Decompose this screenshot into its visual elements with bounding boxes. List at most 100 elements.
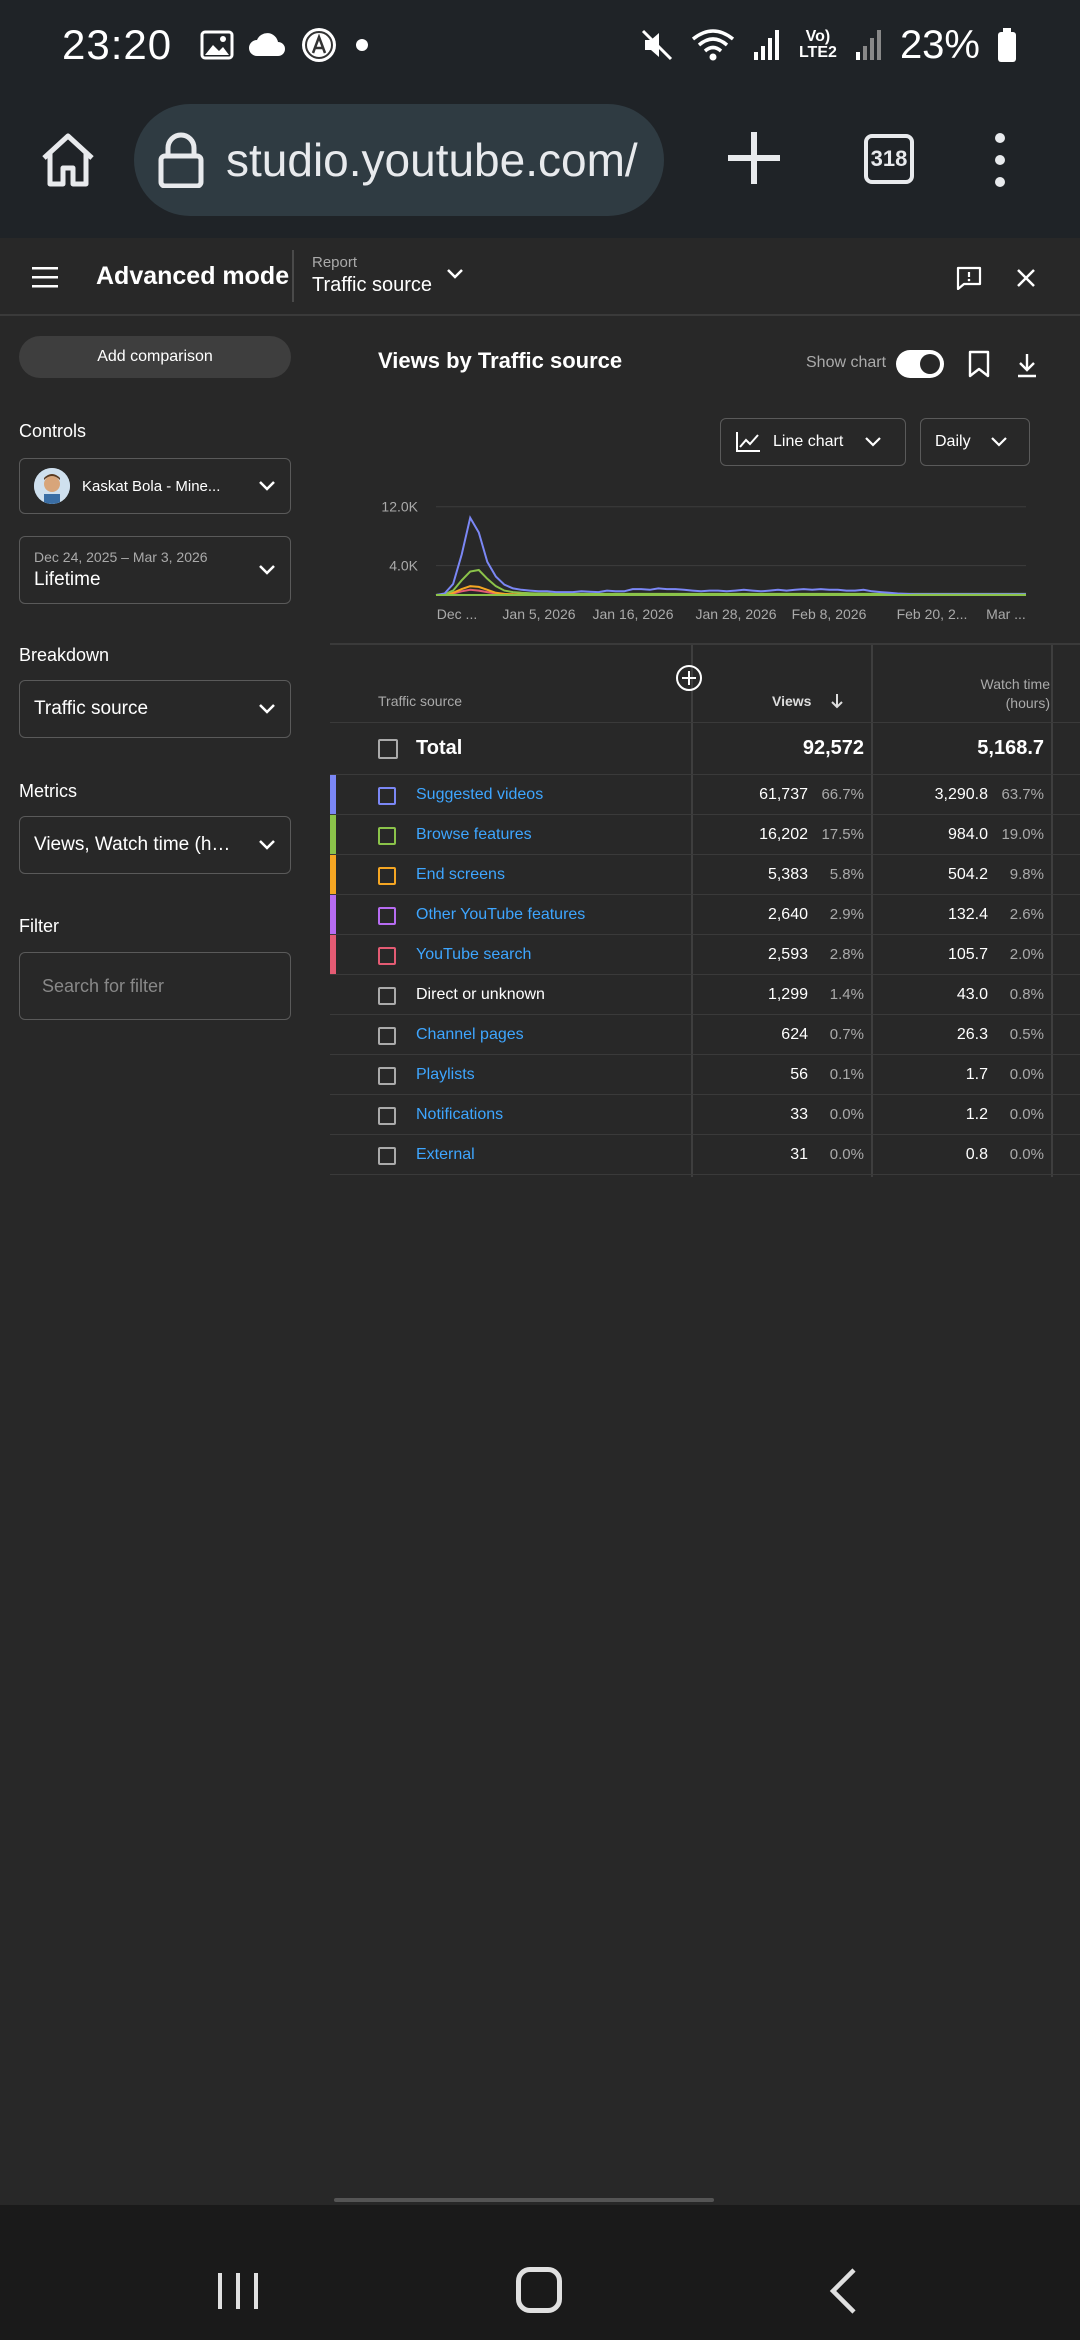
chevron-down-icon: [990, 437, 1007, 447]
row-watch-time: 105.7: [947, 946, 988, 963]
hamburger-menu-icon[interactable]: [32, 266, 58, 288]
row-checkbox[interactable]: [378, 1107, 396, 1125]
row-watch-percent: 0.8%: [1009, 986, 1044, 1003]
recent-apps-icon[interactable]: [216, 2271, 260, 2311]
series-color-bar: [330, 1015, 336, 1054]
row-name[interactable]: End screens: [416, 866, 505, 883]
battery-percent: 23%: [899, 22, 980, 67]
filter-search-input[interactable]: Search for filter: [19, 952, 291, 1020]
col-header-traffic-source[interactable]: Traffic source: [378, 693, 463, 709]
header-divider: [292, 250, 294, 302]
y-tick-label: 12.0K: [381, 499, 418, 515]
row-name[interactable]: Channel pages: [416, 1026, 524, 1043]
x-tick-label: Jan 28, 2026: [696, 606, 777, 622]
back-icon[interactable]: [828, 2267, 858, 2315]
date-range-selector[interactable]: Dec 24, 2025 – Mar 3, 2026 Lifetime: [19, 536, 291, 604]
date-range: Dec 24, 2025 – Mar 3, 2026: [34, 549, 208, 565]
row-checkbox[interactable]: [378, 827, 396, 845]
bookmark-icon[interactable]: [968, 350, 990, 378]
row-watch-time: 5,168.7: [977, 737, 1044, 759]
row-watch-time: 0.8: [965, 1146, 988, 1163]
row-name[interactable]: Browse features: [416, 826, 532, 843]
page-title: Advanced mode: [96, 262, 290, 290]
row-name[interactable]: External: [416, 1146, 475, 1163]
table-row: External 31 0.0% 0.8 0.0%: [330, 1135, 1080, 1175]
download-icon[interactable]: [1016, 352, 1038, 378]
series-color-bar: [330, 895, 336, 934]
row-checkbox[interactable]: [378, 1027, 396, 1045]
row-checkbox[interactable]: [378, 1147, 396, 1165]
row-name: Direct or unknown: [416, 986, 545, 1003]
show-chart-toggle[interactable]: [896, 350, 944, 378]
chevron-down-icon[interactable]: [446, 268, 464, 280]
row-name: Total: [416, 737, 463, 759]
new-tab-icon[interactable]: [724, 128, 784, 188]
table-row: YouTube search 2,593 2.8% 105.7 2.0%: [330, 935, 1080, 975]
row-checkbox[interactable]: [378, 987, 396, 1005]
metrics-value: Views, Watch time (ho...: [34, 834, 234, 855]
show-chart-label: Show chart: [806, 354, 887, 371]
row-checkbox[interactable]: [378, 907, 396, 925]
row-views: 56: [790, 1066, 808, 1083]
row-name[interactable]: Other YouTube features: [416, 906, 586, 923]
home-button[interactable]: [516, 2267, 562, 2313]
feedback-icon[interactable]: [956, 266, 982, 290]
home-icon[interactable]: [36, 128, 100, 192]
breakdown-selector[interactable]: Traffic source: [19, 680, 291, 738]
column-divider: [1051, 645, 1053, 1177]
series-color-bar: [330, 1135, 336, 1174]
row-checkbox[interactable]: [378, 947, 396, 965]
row-views: 16,202: [759, 826, 808, 843]
row-checkbox[interactable]: [378, 739, 398, 759]
x-tick-label: Feb 20, 2...: [897, 606, 968, 622]
table-row: Playlists 56 0.1% 1.7 0.0%: [330, 1055, 1080, 1095]
row-watch-time: 132.4: [947, 906, 988, 923]
col-header-views[interactable]: Views: [772, 693, 812, 709]
row-name[interactable]: YouTube search: [416, 946, 532, 963]
row-views: 1,299: [767, 986, 808, 1003]
chart-type-label: Line chart: [773, 433, 844, 450]
row-checkbox[interactable]: [378, 1067, 396, 1085]
app-notification-icon: [300, 26, 338, 64]
row-watch-percent: 9.8%: [1009, 866, 1044, 883]
row-name[interactable]: Suggested videos: [416, 786, 544, 803]
metrics-title: Metrics: [19, 781, 77, 801]
row-watch-time: 504.2: [947, 866, 988, 883]
column-divider: [691, 645, 693, 1177]
chevron-down-icon: [259, 704, 275, 714]
row-views-percent: 17.5%: [821, 826, 864, 843]
tab-switcher-button[interactable]: 318: [864, 134, 914, 184]
metrics-selector[interactable]: Views, Watch time (ho...: [19, 816, 291, 874]
controls-title: Controls: [19, 421, 87, 441]
row-views-percent: 2.8%: [829, 946, 864, 963]
row-checkbox[interactable]: [378, 867, 396, 885]
channel-selector[interactable]: Kaskat Bola - Mine...: [19, 458, 291, 514]
add-comparison-button[interactable]: Add comparison: [19, 336, 291, 378]
series-line-suggested-videos: [435, 515, 1026, 596]
arrow-down-icon[interactable]: [830, 693, 844, 709]
granularity-label: Daily: [935, 433, 971, 450]
table-header: Traffic source Views Watch time (hours): [330, 645, 1080, 723]
row-name[interactable]: Notifications: [416, 1106, 504, 1123]
more-vert-icon[interactable]: [990, 132, 1010, 188]
add-column-icon[interactable]: [676, 665, 702, 691]
report-selector[interactable]: Traffic source: [312, 274, 433, 296]
close-icon[interactable]: [1016, 268, 1036, 288]
col-header-watch-time[interactable]: Watch time (hours): [980, 676, 1051, 711]
row-watch-time: 26.3: [956, 1026, 988, 1043]
row-checkbox[interactable]: [378, 787, 396, 805]
row-name[interactable]: Playlists: [416, 1066, 475, 1083]
table-row: End screens 5,383 5.8% 504.2 9.8%: [330, 855, 1080, 895]
dot-icon: [352, 35, 372, 55]
row-views: 2,640: [767, 906, 808, 923]
date-preset: Lifetime: [34, 569, 101, 590]
address-bar[interactable]: studio.youtube.com/: [134, 104, 664, 216]
granularity-dropdown[interactable]: Daily: [920, 418, 1030, 466]
scroll-indicator: [334, 2198, 714, 2202]
line-chart-icon: [736, 432, 760, 452]
chart-type-dropdown[interactable]: Line chart: [720, 418, 906, 466]
x-tick-label: Mar ...: [986, 606, 1026, 622]
x-tick-label: Feb 8, 2026: [792, 606, 867, 622]
x-tick-label: Jan 5, 2026: [502, 606, 575, 622]
row-views-percent: 5.8%: [829, 866, 864, 883]
